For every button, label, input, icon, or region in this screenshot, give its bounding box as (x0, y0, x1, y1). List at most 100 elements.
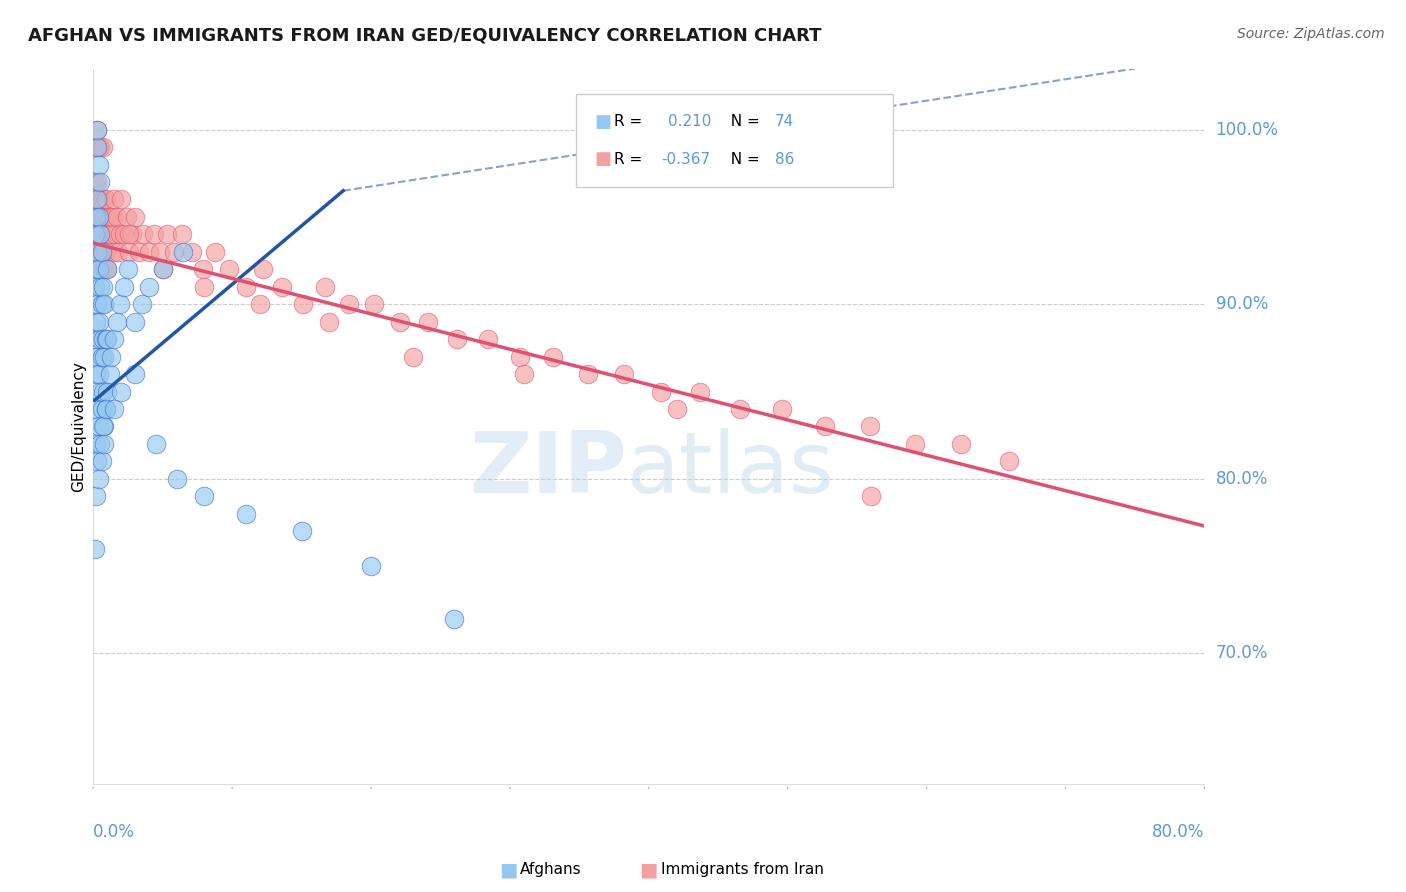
Text: Immigrants from Iran: Immigrants from Iran (661, 863, 824, 877)
Point (90, 210, 112, 224)
Text: 80.0%: 80.0% (1216, 470, 1268, 488)
Point (89, 332, 111, 346)
Point (132, 227, 155, 242)
Point (314, 280, 336, 294)
Point (509, 350, 531, 364)
Point (446, 332, 468, 346)
Point (86, 122, 108, 136)
Point (103, 402, 125, 417)
Point (91, 244, 114, 259)
Point (91, 140, 114, 154)
Point (86, 193, 108, 207)
Text: ■: ■ (595, 150, 612, 168)
Point (91, 384, 114, 399)
Point (172, 227, 194, 242)
Point (360, 559, 382, 574)
Point (84, 210, 107, 224)
Point (91, 193, 114, 207)
Point (191, 262, 214, 277)
Point (89, 193, 111, 207)
Text: AFGHAN VS IMMIGRANTS FROM IRAN GED/EQUIVALENCY CORRELATION CHART: AFGHAN VS IMMIGRANTS FROM IRAN GED/EQUIV… (28, 27, 821, 45)
Point (93, 437, 115, 451)
Point (402, 350, 425, 364)
Point (86, 175, 108, 189)
Point (105, 210, 128, 224)
Text: 90.0%: 90.0% (1216, 295, 1268, 313)
Point (107, 244, 129, 259)
Point (770, 402, 793, 417)
Point (84, 262, 107, 277)
Point (96, 332, 118, 346)
Text: 74: 74 (775, 114, 794, 129)
Point (93, 419, 115, 434)
Point (83, 175, 105, 189)
Point (96, 210, 118, 224)
Point (105, 315, 128, 329)
Point (416, 315, 439, 329)
Point (117, 262, 139, 277)
Point (138, 280, 160, 294)
Point (96, 384, 118, 399)
Point (93, 297, 115, 311)
Point (86, 227, 108, 242)
Point (363, 297, 385, 311)
Point (101, 210, 124, 224)
Point (145, 437, 167, 451)
Point (541, 350, 564, 364)
Point (124, 315, 146, 329)
Point (94, 402, 117, 417)
Point (87, 210, 110, 224)
Point (96, 262, 118, 277)
Point (90, 454, 112, 468)
Text: R =: R = (614, 114, 652, 129)
Point (100, 350, 122, 364)
Point (389, 315, 412, 329)
Point (94, 244, 117, 259)
Point (91, 332, 114, 346)
Point (112, 227, 135, 242)
Point (83, 541, 105, 556)
Point (118, 244, 141, 259)
Point (83, 332, 105, 346)
Point (100, 227, 122, 242)
Point (87, 193, 110, 207)
Point (477, 332, 499, 346)
Point (859, 419, 882, 434)
Point (86, 297, 108, 311)
Point (84, 140, 107, 154)
Point (172, 244, 194, 259)
Point (94, 402, 117, 417)
Point (103, 244, 125, 259)
Point (87, 140, 110, 154)
Point (235, 280, 257, 294)
Point (950, 437, 973, 451)
Point (83, 227, 105, 242)
Point (290, 524, 312, 539)
Point (108, 227, 131, 242)
Point (96, 262, 118, 277)
Point (94, 193, 117, 207)
Point (87, 367, 110, 381)
Point (249, 297, 271, 311)
Point (89, 384, 111, 399)
Point (98, 210, 121, 224)
Text: ZIP: ZIP (468, 428, 627, 511)
Point (613, 367, 636, 381)
Point (665, 402, 688, 417)
Y-axis label: GED/Equivalency: GED/Equivalency (72, 361, 86, 491)
Point (86, 122, 108, 136)
Text: 0.210: 0.210 (668, 114, 711, 129)
Point (337, 297, 360, 311)
Point (93, 350, 115, 364)
Text: -0.367: -0.367 (661, 152, 710, 167)
Point (89, 227, 111, 242)
Point (87, 157, 110, 171)
Point (180, 244, 202, 259)
Text: N =: N = (721, 152, 765, 167)
Text: 100.0%: 100.0% (1216, 120, 1278, 138)
Point (860, 489, 883, 503)
Point (650, 384, 672, 399)
Point (124, 367, 146, 381)
Point (730, 402, 752, 417)
Point (318, 315, 340, 329)
